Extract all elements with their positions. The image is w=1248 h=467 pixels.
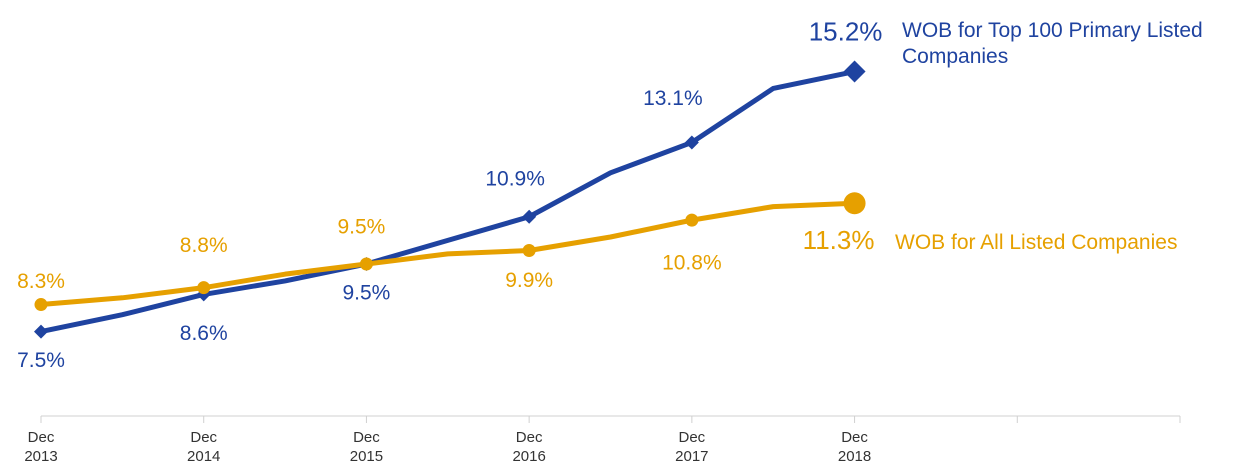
x-tick-label: Dec 2013 xyxy=(24,429,58,465)
marker xyxy=(684,135,699,150)
data-label: 10.9% xyxy=(485,167,545,190)
data-label: 11.3% xyxy=(803,225,875,255)
data-label: 9.5% xyxy=(337,216,385,239)
data-label: 8.3% xyxy=(17,270,65,293)
legend-label: WOB for Top 100 Primary Listed Companies xyxy=(902,19,1203,68)
data-label: 15.2% xyxy=(809,16,883,46)
x-tick-label: Dec 2016 xyxy=(512,429,546,465)
marker xyxy=(197,281,211,295)
data-label: 10.8% xyxy=(662,252,722,275)
marker xyxy=(522,209,537,224)
x-tick-label: Dec 2014 xyxy=(187,429,221,465)
legend-label: WOB for All Listed Companies xyxy=(895,231,1178,254)
line xyxy=(40,69,856,335)
line xyxy=(40,200,855,308)
x-tick-label: Dec 2015 xyxy=(349,429,384,465)
marker xyxy=(843,192,866,215)
marker xyxy=(359,257,373,271)
data-label: 8.6% xyxy=(180,322,228,345)
data-label: 9.9% xyxy=(505,269,553,292)
marker xyxy=(843,60,866,83)
marker xyxy=(34,324,48,339)
data-label: 9.5% xyxy=(342,282,390,305)
x-tick-label: Dec 2017 xyxy=(675,429,709,465)
marker xyxy=(34,298,48,312)
data-label: 7.5% xyxy=(17,349,65,372)
marker xyxy=(522,244,536,258)
data-label: 13.1% xyxy=(643,87,703,110)
marker xyxy=(685,213,699,227)
data-label: 8.8% xyxy=(180,234,228,257)
x-tick-label: Dec 2018 xyxy=(837,429,872,465)
